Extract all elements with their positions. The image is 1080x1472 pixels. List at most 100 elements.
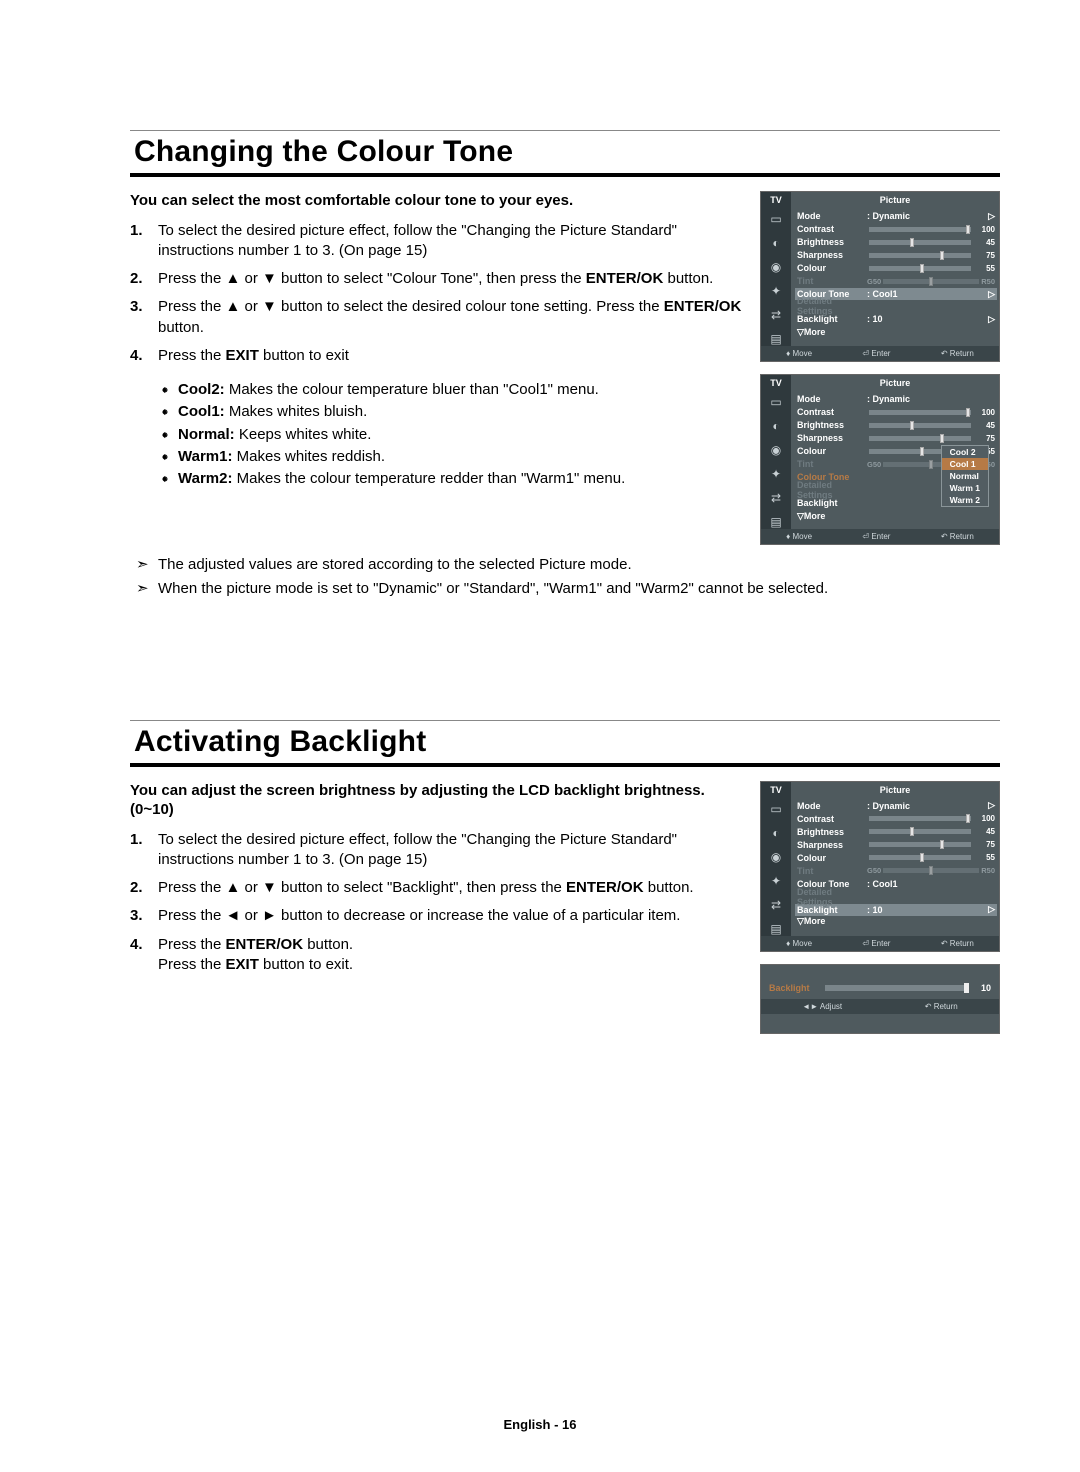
step-4-text-b: EXIT [226,347,259,364]
section-colour-tone: Changing the Colour Tone You can select … [130,130,1000,600]
input-icon: ⇄ [771,491,781,505]
tint-r50: R50 [981,277,995,286]
osd-footer: ♦ Move ⏎ Enter ↶ Return [761,346,999,361]
picture-icon: ▭ [770,212,781,226]
move-hint: ♦ Move [786,532,812,541]
contrast-value: 100 [973,225,995,234]
return-hint: ↶ Return [941,532,974,541]
step-2-text-b: ENTER/OK [586,270,664,287]
osd-colour-label: Colour [797,853,867,863]
osd-backlight-row-highlighted: Backlight: 10▷ [795,904,997,916]
step-4-text-e: EXIT [226,956,259,973]
steps-list: 1.To select the desired picture effect, … [130,830,744,976]
tint-slider [883,868,979,873]
brightness-value: 45 [973,238,995,247]
sound-icon: ◐ [772,826,779,840]
osd-mode-label: Mode [797,394,867,404]
dropdown-item-cool1-selected: Cool 1 [942,458,988,470]
contrast-value: 100 [973,814,995,823]
note-1: The adjusted values are stored according… [158,555,1000,575]
sharpness-value: 75 [973,434,995,443]
section-title: Changing the Colour Tone [130,130,1000,177]
guide-icon: ▤ [770,515,781,529]
setup-icon: ✦ [771,874,781,888]
osd-arrow-icon: ▷ [988,314,995,325]
sound-icon: ◐ [772,236,779,250]
osd-arrow-icon: ▷ [988,211,995,222]
step-3: 3.Press the ▲ or ▼ button to select the … [158,297,744,338]
left-column: You can select the most comfortable colo… [130,191,744,545]
dropdown-item-cool2: Cool 2 [942,446,988,458]
section-backlight: Activating Backlight You can adjust the … [130,720,1000,1034]
section-title: Activating Backlight [130,720,1000,767]
osd-footer: ♦ Move ⏎ Enter ↶ Return [761,936,999,951]
tint-g50: G50 [867,460,881,469]
return-hint: ↶ Return [925,1002,958,1011]
enter-hint: ⏎ Enter [862,939,890,948]
step-2-text-c: button. [644,879,694,896]
osd-backlight-adjust: Backlight 10 ◄► Adjust ↶ Return [760,964,1000,1034]
osd-picture-colourtone: TV Picture ▭ ◐ ◉ ✦ ⇄ ▤ Mode: Dynamic▷ Co… [760,191,1000,362]
colourtone-dropdown: Cool 2 Cool 1 Normal Warm 1 Warm 2 [941,445,989,507]
contrast-slider [869,410,971,415]
step-4-text-f: button to exit. [259,956,353,973]
step-4-text-a: Press the [158,347,226,364]
osd-list: Mode: Dynamic▷ Contrast100 Brightness45 … [791,798,999,936]
osd-tint-label: Tint [797,276,867,286]
osd-detailed-label: Detailed Settings [797,887,867,907]
step-1: 1.To select the desired picture effect, … [158,221,744,262]
intro-text: You can adjust the screen brightness by … [130,781,744,820]
contrast-slider [869,816,971,821]
option-cool1-label: Cool1: [178,403,225,420]
osd-backlight-label: Backlight [797,314,867,324]
osd-colour-label: Colour [797,263,867,273]
step-1-text: To select the desired picture effect, fo… [158,831,677,868]
osd-tv-label: TV [761,782,791,798]
setup-icon: ✦ [771,467,781,481]
sharpness-value: 75 [973,840,995,849]
osd-sharpness-label: Sharpness [797,840,867,850]
osd-brightness-label: Brightness [797,237,867,247]
osd-tint-label: Tint [797,459,867,469]
option-warm1-text: Makes whites reddish. [232,448,385,465]
osd-tv-label: TV [761,192,791,208]
option-warm1: Warm1: Makes whites reddish. [178,447,744,467]
step-3-text-c: button. [158,319,204,336]
step-1-text: To select the desired picture effect, fo… [158,222,677,259]
contrast-slider [869,227,971,232]
osd-brightness-label: Brightness [797,420,867,430]
sharpness-slider [869,842,971,847]
tint-g50: G50 [867,277,881,286]
osd-sharpness-label: Sharpness [797,433,867,443]
osd-footer: ♦ Move ⏎ Enter ↶ Return [761,529,999,544]
option-normal-label: Normal: [178,426,235,443]
step-3-text: Press the ◄ or ► button to decrease or i… [158,907,680,924]
sound-icon: ◐ [772,419,779,433]
step-2: 2.Press the ▲ or ▼ button to select "Col… [158,269,744,289]
option-cool2-text: Makes the colour temperature bluer than … [225,381,599,398]
step-2-text-a: Press the ▲ or ▼ button to select "Backl… [158,879,566,896]
dropdown-item-warm1: Warm 1 [942,482,988,494]
option-cool1: Cool1: Makes whites bluish. [178,402,744,422]
intro-text: You can select the most comfortable colo… [130,191,744,211]
osd-colourtone-value: : Cool1 [867,289,898,299]
osd-mode-value: : Dynamic [867,801,910,811]
osd-backlight-label: Backlight [797,498,867,508]
input-icon: ⇄ [771,308,781,322]
colour-value: 55 [973,264,995,273]
osd-mode-label: Mode [797,211,867,221]
osd-icon-strip: ▭ ◐ ◉ ✦ ⇄ ▤ [761,208,791,346]
osd-title: Picture [791,375,999,391]
osd-sharpness-label: Sharpness [797,250,867,260]
tint-slider [883,279,979,284]
colour-slider [869,855,971,860]
steps-list: 1.To select the desired picture effect, … [130,221,744,490]
osd-footer: ◄► Adjust ↶ Return [761,999,999,1014]
colour-slider [869,266,971,271]
brightness-value: 45 [973,421,995,430]
option-cool2: Cool2: Makes the colour temperature blue… [178,380,744,400]
input-icon: ⇄ [771,898,781,912]
osd-colourtone-value: : Cool1 [867,879,898,889]
notes-list: The adjusted values are stored according… [130,555,1000,600]
guide-icon: ▤ [770,332,781,346]
